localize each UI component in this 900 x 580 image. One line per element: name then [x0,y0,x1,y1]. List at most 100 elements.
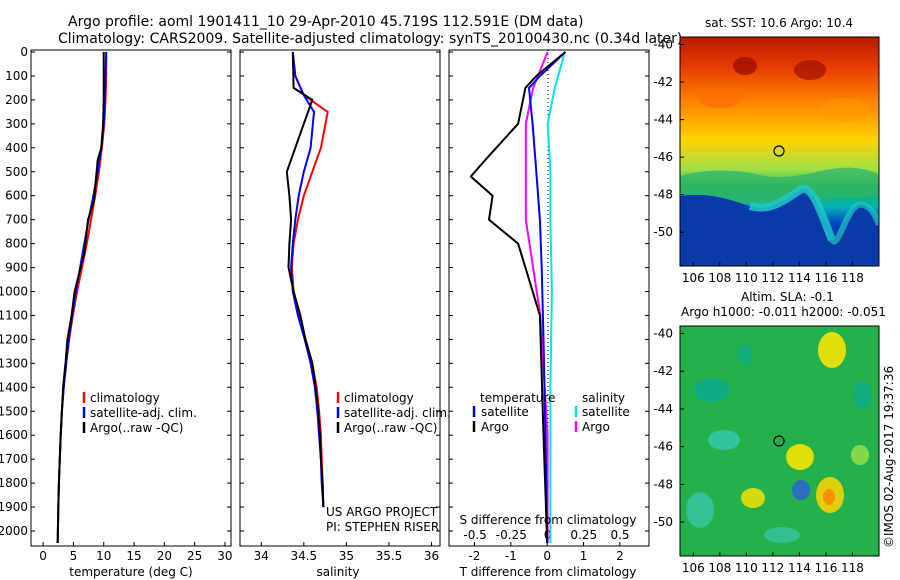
depth-tick-label: 1200 [0,332,28,346]
depth-tick-label: 1600 [0,428,28,442]
x-tick-label: 10 [96,549,111,563]
profile-lines [56,51,567,544]
salinity-panel-frame [239,49,441,547]
map-x-tick-label: 106 [682,271,705,285]
x-tick-label: 25 [187,549,202,563]
x-tick-label: 34.5 [290,549,317,563]
argo-location-marker [773,435,785,447]
salinity-satellite-line [290,51,325,508]
map-y-tick-label: -42 [653,75,673,89]
difference-legend: temperature salinity satellite Argo sate… [472,391,630,434]
x-tick-label: 0.25 [570,528,597,542]
depth-tick-label: 300 [5,117,28,131]
map-y-tick-label: -46 [653,150,673,164]
depth-tick-label: 1500 [0,404,28,418]
legend-salinity-heading: salinity [582,391,625,405]
legend-label-climatology: climatology [90,391,160,405]
x-tick-label: 20 [157,549,172,563]
legend-label-argo: Argo(..raw -QC) [344,421,437,435]
temperature-argo-line [56,52,105,544]
depth-tick-label: 200 [5,93,28,107]
temperature-panel-frame [30,49,232,547]
x-tick-label: 15 [126,549,141,563]
x-tick-label: 0 [543,549,551,563]
legend-label-climatology: climatology [344,391,414,405]
map-y-tick-label: -48 [653,477,673,491]
x-tick-label: 30 [217,549,232,563]
x-tick-label: 35 [339,549,354,563]
sla-map-frame [679,325,880,557]
depth-tick-label: 100 [5,69,28,83]
map-y-tick-label: -48 [653,188,673,202]
depth-tick-label: 1100 [0,308,28,322]
difference-toplabel: S difference from climatology [460,513,637,527]
copyright-stamp: ©IMOS 02-Aug-2017 19:37:36 [882,366,896,548]
project-credit: US ARGO PROJECT [326,505,438,519]
x-tick-label: 36 [424,549,439,563]
depth-tick-label: 0 [20,45,28,59]
depth-tick-label: 700 [5,213,28,227]
depth-tick-label: 1400 [0,380,28,394]
map-y-tick-label: -44 [653,402,673,416]
legend-temperature-heading: temperature [480,391,555,405]
depth-tick-label: 1700 [0,452,28,466]
depth-tick-label: 500 [5,165,28,179]
depth-tick-label: 600 [5,189,28,203]
depth-axis: 0 100 200 300 400 500 600 700 800 900 1000 1100 1200… [0,45,649,538]
pi-credit: PI: STEPHEN RISER [326,520,439,534]
map-x-tick-label: 108 [708,561,731,575]
map-x-tick-label: 114 [788,561,811,575]
map-x-tick-label: 112 [761,271,784,285]
legend-label-satellite: satellite-adj. clim. [344,406,451,420]
sla-map-title-line1: Altim. SLA: -0.1 [741,290,834,304]
figure-title-line1: Argo profile: aoml 1901411_10 29-Apr-201… [68,14,583,30]
map-x-tick-label: 118 [841,271,864,285]
sla-map-y-axis: -40 -42 -44 -46 -48 -50 [653,327,684,529]
temperature-climatology-line [56,52,108,544]
temperature-satellite-line [56,51,108,544]
x-tick-label: -2 [468,549,480,563]
x-tick-label: -0.5 [463,528,486,542]
depth-tick-label: 800 [5,237,28,251]
x-tick-label: 1 [580,549,588,563]
x-tick-label: 35.5 [376,549,403,563]
sla-map-title-line2: Argo h1000: -0.011 h2000: -0.051 [681,305,886,319]
temperature-xlabel: temperature (deg C) [69,565,192,579]
x-tick-label: 5 [70,549,78,563]
x-tick-label: 0 [39,549,47,563]
depth-tick-label: 2000 [0,524,28,538]
salinity-legend: climatology satellite-adj. clim. Argo(..… [326,391,451,534]
difference-xlabel: T difference from climatology [459,565,637,579]
sst-map-title: sat. SST: 10.6 Argo: 10.4 [705,16,853,30]
legend-label-s-argo: Argo [582,420,610,434]
difference-panel-frame [448,49,650,547]
map-x-tick-label: 108 [708,271,731,285]
salinity-diff-satellite-line [546,51,566,543]
x-tick-label: 2 [616,549,624,563]
map-y-tick-label: -42 [653,364,673,378]
legend-label-satellite: satellite-adj. clim. [90,406,197,420]
map-y-tick-label: -40 [653,327,673,341]
depth-tick-label: 1000 [0,285,28,299]
map-x-tick-label: 116 [814,561,837,575]
salinity-argo-line [285,51,325,508]
x-tick-label: 0.5 [610,528,629,542]
legend-label-t-satellite: satellite [481,405,529,419]
depth-tick-label: 1900 [0,500,28,514]
x-tick-label: 34 [254,549,269,563]
sla-map [680,326,879,556]
legend-label-t-argo: Argo [481,420,509,434]
salinity-x-axis: 34 34.5 35 35.5 36 [254,542,439,563]
temperature-diff-argo-line [469,51,567,544]
salinity-xlabel: salinity [316,565,359,579]
legend-label-argo: Argo(..raw -QC) [90,421,183,435]
map-x-tick-label: 110 [735,561,758,575]
sst-map-x-axis: 106 108 110 112 114 116 118 [682,262,864,285]
depth-tick-label: 400 [5,141,28,155]
map-y-tick-label: -40 [653,38,673,52]
map-x-tick-label: 112 [761,561,784,575]
map-x-tick-label: 110 [735,271,758,285]
depth-tick-label: 1800 [0,476,28,490]
x-tick-label: -0.25 [496,528,527,542]
map-x-tick-label: 106 [682,561,705,575]
